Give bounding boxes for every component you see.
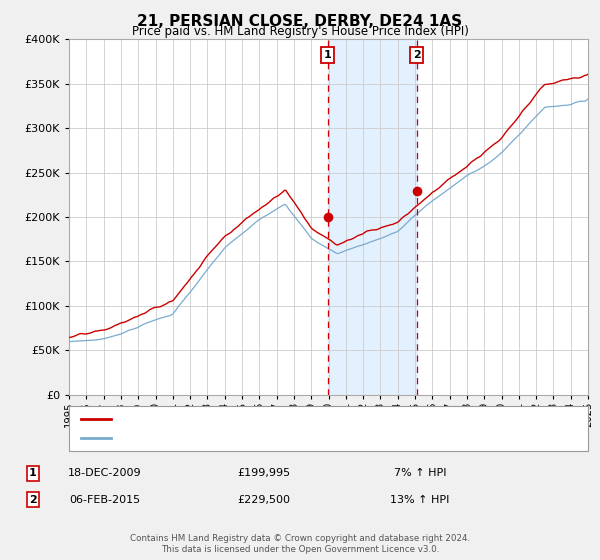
Text: Price paid vs. HM Land Registry's House Price Index (HPI): Price paid vs. HM Land Registry's House …: [131, 25, 469, 38]
Text: 1: 1: [29, 468, 37, 478]
Text: £199,995: £199,995: [238, 468, 290, 478]
Text: 2: 2: [29, 494, 37, 505]
Text: 21, PERSIAN CLOSE, DERBY, DE24 1AS (detached house): 21, PERSIAN CLOSE, DERBY, DE24 1AS (deta…: [118, 414, 429, 424]
Text: 1: 1: [324, 50, 332, 60]
Text: Contains HM Land Registry data © Crown copyright and database right 2024.
This d: Contains HM Land Registry data © Crown c…: [130, 534, 470, 554]
Text: 13% ↑ HPI: 13% ↑ HPI: [391, 494, 449, 505]
Text: 2: 2: [413, 50, 421, 60]
Text: 06-FEB-2015: 06-FEB-2015: [70, 494, 140, 505]
Text: 18-DEC-2009: 18-DEC-2009: [68, 468, 142, 478]
Text: 7% ↑ HPI: 7% ↑ HPI: [394, 468, 446, 478]
Text: £229,500: £229,500: [238, 494, 290, 505]
Bar: [328, 39, 416, 395]
Text: 21, PERSIAN CLOSE, DERBY, DE24 1AS: 21, PERSIAN CLOSE, DERBY, DE24 1AS: [137, 14, 463, 29]
Text: HPI: Average price, detached house, City of Derby: HPI: Average price, detached house, City…: [118, 433, 392, 444]
